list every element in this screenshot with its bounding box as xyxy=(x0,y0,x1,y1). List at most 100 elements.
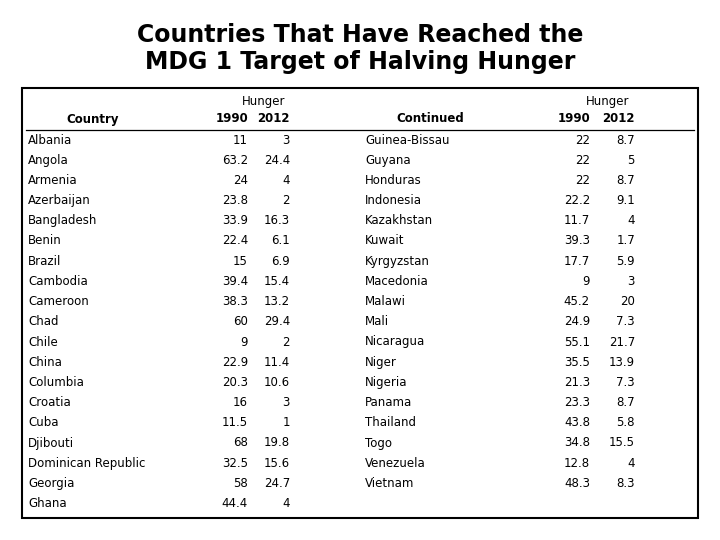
Text: 19.8: 19.8 xyxy=(264,436,290,449)
Text: 13.2: 13.2 xyxy=(264,295,290,308)
Text: 5.8: 5.8 xyxy=(616,416,635,429)
Text: 15.4: 15.4 xyxy=(264,275,290,288)
Text: Guinea-Bissau: Guinea-Bissau xyxy=(365,133,449,146)
Text: Chad: Chad xyxy=(28,315,58,328)
Text: 6.9: 6.9 xyxy=(271,255,290,268)
Text: Nicaragua: Nicaragua xyxy=(365,335,426,348)
Text: Kuwait: Kuwait xyxy=(365,234,405,247)
Text: 9.1: 9.1 xyxy=(616,194,635,207)
Text: Mali: Mali xyxy=(365,315,389,328)
Text: Benin: Benin xyxy=(28,234,62,247)
Text: 22: 22 xyxy=(575,154,590,167)
Text: 24.4: 24.4 xyxy=(264,154,290,167)
Text: Kyrgyzstan: Kyrgyzstan xyxy=(365,255,430,268)
Text: Brazil: Brazil xyxy=(28,255,61,268)
Text: Thailand: Thailand xyxy=(365,416,416,429)
Text: 21.7: 21.7 xyxy=(608,335,635,348)
Text: 35.5: 35.5 xyxy=(564,356,590,369)
Text: 13.9: 13.9 xyxy=(609,356,635,369)
Text: Malawi: Malawi xyxy=(365,295,406,308)
Text: 33.9: 33.9 xyxy=(222,214,248,227)
Text: 8.7: 8.7 xyxy=(616,396,635,409)
Text: 34.8: 34.8 xyxy=(564,436,590,449)
Text: 4: 4 xyxy=(282,174,290,187)
Text: 39.4: 39.4 xyxy=(222,275,248,288)
Text: Georgia: Georgia xyxy=(28,477,74,490)
Text: 29.4: 29.4 xyxy=(264,315,290,328)
Text: 55.1: 55.1 xyxy=(564,335,590,348)
Text: 5: 5 xyxy=(628,154,635,167)
Text: Hunger: Hunger xyxy=(586,96,629,109)
Text: 68: 68 xyxy=(233,436,248,449)
Text: China: China xyxy=(28,356,62,369)
Text: Djibouti: Djibouti xyxy=(28,436,74,449)
Text: 9: 9 xyxy=(240,335,248,348)
Text: 10.6: 10.6 xyxy=(264,376,290,389)
Text: Azerbaijan: Azerbaijan xyxy=(28,194,91,207)
Text: Country: Country xyxy=(67,112,120,125)
Text: 17.7: 17.7 xyxy=(564,255,590,268)
Text: 3: 3 xyxy=(283,133,290,146)
Text: Guyana: Guyana xyxy=(365,154,410,167)
Text: 15.6: 15.6 xyxy=(264,457,290,470)
Text: Albania: Albania xyxy=(28,133,72,146)
Text: 23.8: 23.8 xyxy=(222,194,248,207)
Text: MDG 1 Target of Halving Hunger: MDG 1 Target of Halving Hunger xyxy=(145,50,575,74)
Text: 24.7: 24.7 xyxy=(264,477,290,490)
Text: Countries That Have Reached the: Countries That Have Reached the xyxy=(137,23,583,47)
Text: 3: 3 xyxy=(628,275,635,288)
Text: 20.3: 20.3 xyxy=(222,376,248,389)
Text: Cuba: Cuba xyxy=(28,416,58,429)
Text: 60: 60 xyxy=(233,315,248,328)
Text: 8.3: 8.3 xyxy=(616,477,635,490)
Text: 11.4: 11.4 xyxy=(264,356,290,369)
Text: Hunger: Hunger xyxy=(242,96,286,109)
Text: 2012: 2012 xyxy=(603,112,635,125)
Text: 7.3: 7.3 xyxy=(616,376,635,389)
Text: Macedonia: Macedonia xyxy=(365,275,428,288)
Text: 3: 3 xyxy=(283,396,290,409)
Text: 15: 15 xyxy=(233,255,248,268)
Text: 22: 22 xyxy=(575,174,590,187)
Text: 12.8: 12.8 xyxy=(564,457,590,470)
Text: 1: 1 xyxy=(282,416,290,429)
Text: 38.3: 38.3 xyxy=(222,295,248,308)
Text: Croatia: Croatia xyxy=(28,396,71,409)
Text: 24: 24 xyxy=(233,174,248,187)
Text: Nigeria: Nigeria xyxy=(365,376,408,389)
Text: 24.9: 24.9 xyxy=(564,315,590,328)
Text: Indonesia: Indonesia xyxy=(365,194,422,207)
Text: 15.5: 15.5 xyxy=(609,436,635,449)
Text: Bangladesh: Bangladesh xyxy=(28,214,97,227)
Text: 2: 2 xyxy=(282,335,290,348)
Text: 2012: 2012 xyxy=(258,112,290,125)
Text: 1990: 1990 xyxy=(215,112,248,125)
Text: Armenia: Armenia xyxy=(28,174,78,187)
Text: 4: 4 xyxy=(282,497,290,510)
Text: Vietnam: Vietnam xyxy=(365,477,415,490)
Text: 39.3: 39.3 xyxy=(564,234,590,247)
Text: 21.3: 21.3 xyxy=(564,376,590,389)
Text: 20: 20 xyxy=(620,295,635,308)
Text: 22.4: 22.4 xyxy=(222,234,248,247)
Text: 4: 4 xyxy=(628,214,635,227)
Text: 11.5: 11.5 xyxy=(222,416,248,429)
Text: 44.4: 44.4 xyxy=(222,497,248,510)
Text: 4: 4 xyxy=(628,457,635,470)
Text: 9: 9 xyxy=(582,275,590,288)
Text: Dominican Republic: Dominican Republic xyxy=(28,457,145,470)
Text: 48.3: 48.3 xyxy=(564,477,590,490)
Text: 63.2: 63.2 xyxy=(222,154,248,167)
Text: 7.3: 7.3 xyxy=(616,315,635,328)
Text: Togo: Togo xyxy=(365,436,392,449)
Text: Ghana: Ghana xyxy=(28,497,67,510)
Text: 22.2: 22.2 xyxy=(564,194,590,207)
Text: Kazakhstan: Kazakhstan xyxy=(365,214,433,227)
Text: 22: 22 xyxy=(575,133,590,146)
Text: 8.7: 8.7 xyxy=(616,133,635,146)
Text: 45.2: 45.2 xyxy=(564,295,590,308)
Text: 1990: 1990 xyxy=(557,112,590,125)
Text: Honduras: Honduras xyxy=(365,174,422,187)
Text: 6.1: 6.1 xyxy=(271,234,290,247)
Text: 43.8: 43.8 xyxy=(564,416,590,429)
